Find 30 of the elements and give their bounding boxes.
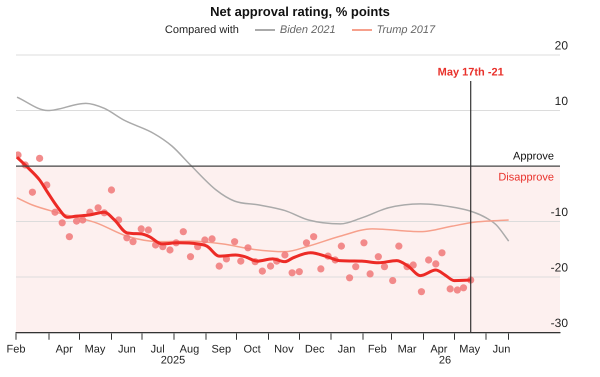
y-tick-label: -10 bbox=[550, 204, 568, 219]
legend-label: Biden 2021 bbox=[280, 24, 336, 36]
x-tick-label: Apr bbox=[430, 343, 448, 356]
y-tick-label: -30 bbox=[550, 316, 568, 330]
x-tick-label: May bbox=[459, 343, 481, 356]
y-tick-label: 20 bbox=[554, 38, 568, 52]
x-tick-label: Feb bbox=[6, 343, 26, 356]
ref-line-label: May 17th -21 bbox=[438, 66, 504, 79]
x-tick-label: Jul bbox=[150, 343, 165, 356]
x-tick-label: Oct bbox=[244, 343, 261, 356]
chart-title: Net approval rating, % points bbox=[209, 4, 391, 19]
x-tick-label: Dec bbox=[304, 343, 325, 356]
legend-title: Compared with bbox=[164, 24, 239, 36]
y-tick-label: -20 bbox=[550, 260, 568, 275]
x-tick-label: Mar bbox=[398, 343, 417, 356]
x-tick-label: Jun bbox=[118, 343, 136, 356]
x-tick-label: Jan bbox=[338, 343, 356, 356]
text: 2025 bbox=[160, 354, 186, 366]
ref-line-label: Approve bbox=[513, 150, 554, 163]
legend-label: Trump 2017 bbox=[376, 24, 436, 36]
x-tick-label: May bbox=[84, 343, 106, 356]
y-tick-label: 10 bbox=[554, 94, 568, 108]
band-label: Disapprove bbox=[498, 172, 554, 184]
x-tick-label: Jun bbox=[492, 343, 510, 356]
x-tick-label: Apr bbox=[56, 343, 74, 356]
text: 26 bbox=[438, 354, 452, 366]
x-tick-label: Nov bbox=[274, 343, 294, 356]
x-tick-label: Aug bbox=[180, 343, 200, 356]
x-tick-label: Sep bbox=[211, 343, 232, 356]
x-tick-label: Feb bbox=[368, 343, 387, 356]
